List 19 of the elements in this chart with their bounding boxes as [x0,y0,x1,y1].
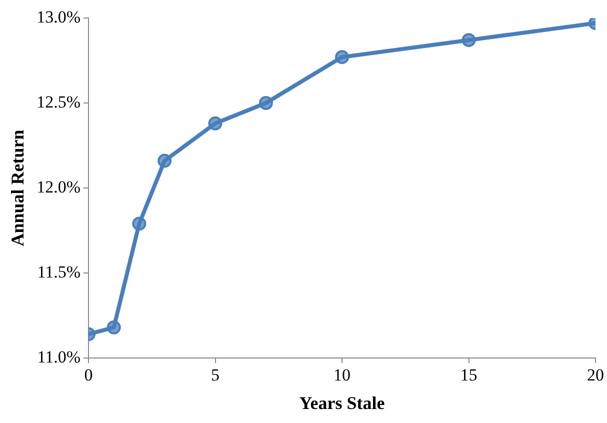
y-axis-title: Annual Return [7,130,28,246]
x-tick-label: 0 [84,366,93,385]
y-tick-label: 13.0% [36,7,81,26]
point [208,116,222,130]
y-tick-label: 12.5% [36,92,81,112]
point [106,320,121,334]
x-axis-title: Years Stale [299,392,385,413]
x-tick-label: 10 [334,366,351,385]
x-tick-label: 20 [587,366,604,385]
point [335,50,350,64]
x-tick-label: 15 [460,366,478,385]
point [158,154,172,168]
point [132,216,146,231]
y-tick-label: 11.0% [37,347,81,366]
y-tick-label: 11.5% [37,262,81,282]
y-tick-label: 12.0% [36,177,81,196]
point [462,33,476,48]
point [258,96,273,110]
x-tick-label: 5 [211,366,220,385]
